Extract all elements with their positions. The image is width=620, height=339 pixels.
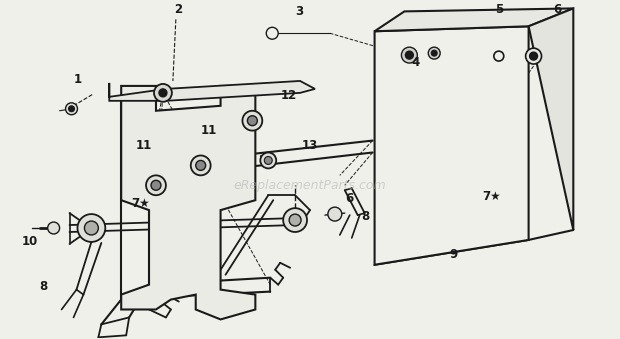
Circle shape <box>264 157 272 164</box>
Text: 7★: 7★ <box>482 190 500 203</box>
Polygon shape <box>374 8 574 31</box>
Circle shape <box>159 89 167 97</box>
Circle shape <box>529 52 538 60</box>
Text: 11: 11 <box>136 139 153 152</box>
Text: 11: 11 <box>201 124 217 137</box>
Circle shape <box>405 51 414 59</box>
Text: 4: 4 <box>411 56 420 69</box>
Circle shape <box>66 103 78 115</box>
Text: 13: 13 <box>302 139 318 152</box>
Text: 5: 5 <box>495 3 503 16</box>
Polygon shape <box>121 86 255 319</box>
Text: 7★: 7★ <box>131 197 150 210</box>
Circle shape <box>260 153 277 168</box>
Circle shape <box>151 180 161 190</box>
Circle shape <box>428 47 440 59</box>
Text: 2: 2 <box>174 3 182 16</box>
Circle shape <box>196 160 206 171</box>
Circle shape <box>146 175 166 195</box>
Text: 8: 8 <box>361 210 370 223</box>
Text: 10: 10 <box>22 235 38 248</box>
Text: 6: 6 <box>554 3 562 16</box>
Circle shape <box>78 214 105 242</box>
Circle shape <box>247 116 257 126</box>
Circle shape <box>401 47 417 63</box>
Circle shape <box>242 111 262 131</box>
Polygon shape <box>109 81 315 101</box>
Circle shape <box>289 214 301 226</box>
Polygon shape <box>529 8 574 230</box>
Text: 1: 1 <box>74 73 82 86</box>
Circle shape <box>48 222 60 234</box>
Polygon shape <box>374 26 529 265</box>
Circle shape <box>154 84 172 102</box>
Circle shape <box>191 156 211 175</box>
Circle shape <box>328 207 342 221</box>
Circle shape <box>84 221 99 235</box>
Text: 3: 3 <box>295 5 303 18</box>
Text: 6: 6 <box>345 192 353 205</box>
Text: 8: 8 <box>40 280 48 293</box>
Circle shape <box>526 48 541 64</box>
Circle shape <box>432 50 437 56</box>
Text: 9: 9 <box>449 248 458 261</box>
Text: 12: 12 <box>280 89 296 102</box>
Circle shape <box>283 208 307 232</box>
Circle shape <box>69 106 74 112</box>
Text: eReplacementParts.com: eReplacementParts.com <box>234 179 386 192</box>
